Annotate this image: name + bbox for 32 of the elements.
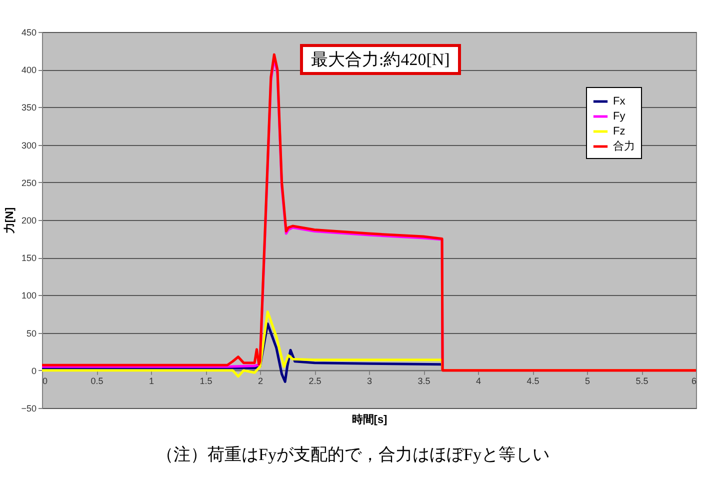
x-tick-label: 0.5 [90,376,104,386]
y-tick-label: 300 [21,140,36,150]
y-tick-label: 450 [21,28,36,38]
x-axis-title: 時間[s] [352,412,388,426]
text: （注）荷重はFyが支配的で，合力はほぼFyと等しい [156,444,550,466]
y-tick-label: 350 [21,102,36,113]
x-tick-label: 4 [476,376,482,386]
legend-label: Fz [613,126,626,138]
x-tick-label: 5 [584,376,590,386]
y-tick-label: 200 [21,216,36,226]
y-tick-label: 150 [21,253,36,264]
x-tick-label: 1 [148,376,154,386]
x-tick-label: 3.5 [418,376,430,386]
legend-label: Fy [613,110,626,122]
x-tick-label: 3 [366,376,372,386]
y-tick-label: 100 [21,290,36,301]
y-axis-title: 力[N] [3,207,16,235]
x-tick-label: 0 [42,376,48,386]
legend-label: Fx [613,96,626,108]
x-tick-label: 1.5 [200,376,212,386]
x-tick-label: 2 [258,376,264,386]
y-tick-label: 50 [26,328,36,338]
annotation: 最大合力:約420[N] [300,44,461,75]
y-tick-label: 400 [21,65,36,76]
y-tick-label: 0 [31,366,36,376]
y-tick-label: 250 [21,178,36,188]
x-tick-label: 2.5 [308,376,322,386]
x-tick-label: 4.5 [526,376,540,386]
x-tick-label: 6 [691,376,696,386]
y-tick-label: −50 [21,404,36,414]
x-tick-label: 5.5 [636,376,648,386]
legend-label: 合力 [613,140,635,152]
